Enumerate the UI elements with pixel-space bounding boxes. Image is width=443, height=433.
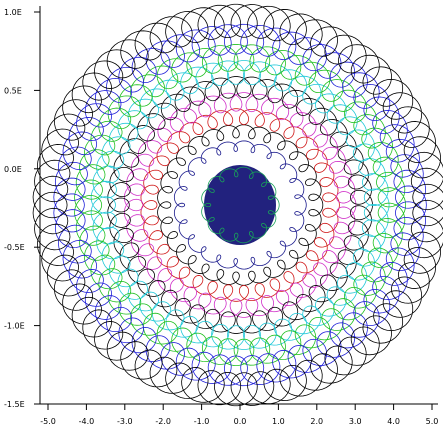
x-tick-label: -1.0 bbox=[194, 417, 210, 426]
x-tick-label: 0.0 bbox=[234, 417, 247, 426]
core-fill bbox=[204, 165, 276, 245]
series-ring-6 bbox=[90, 60, 390, 350]
x-tick-label: -5.0 bbox=[40, 417, 56, 426]
y-tick-label: 1.0E bbox=[4, 8, 22, 17]
y-tick-label: 0.0E bbox=[4, 165, 22, 174]
y-tick-label: -1.5E bbox=[4, 400, 25, 409]
y-ticks-group: 1.0E 0.5E 0.0E -0.5E -1.0E -1.5E bbox=[4, 8, 40, 409]
x-tick-label: -4.0 bbox=[79, 417, 95, 426]
series-ring-1 bbox=[173, 140, 307, 270]
y-tick-label: -1.0E bbox=[4, 322, 25, 331]
series-ring-2 bbox=[157, 124, 324, 286]
x-ticks-group: -5.0 -4.0 -3.0 -2.0 -1.0 0.0 1.0 2.0 3.0 4.0 5.0 bbox=[40, 404, 438, 426]
x-tick-label: -2.0 bbox=[155, 417, 171, 426]
axes-group bbox=[39, 6, 438, 405]
x-tick-label: 5.0 bbox=[426, 417, 439, 426]
x-tick-label: 3.0 bbox=[349, 417, 362, 426]
x-tick-label: 2.0 bbox=[310, 417, 323, 426]
x-tick-label: 1.0 bbox=[272, 417, 285, 426]
y-tick-label: -0.5E bbox=[4, 243, 25, 252]
series-ring-7 bbox=[74, 44, 407, 366]
series-ring-0 bbox=[201, 166, 280, 244]
series-ring-8 bbox=[53, 23, 427, 387]
y-tick-label: 0.5E bbox=[4, 86, 22, 95]
series-ring-3 bbox=[140, 108, 340, 302]
series-ring-5 bbox=[107, 76, 373, 334]
x-tick-label: 4.0 bbox=[387, 417, 400, 426]
series-ring-9 bbox=[32, 3, 443, 407]
x-tick-label: -3.0 bbox=[117, 417, 133, 426]
rings-group bbox=[32, 3, 443, 407]
